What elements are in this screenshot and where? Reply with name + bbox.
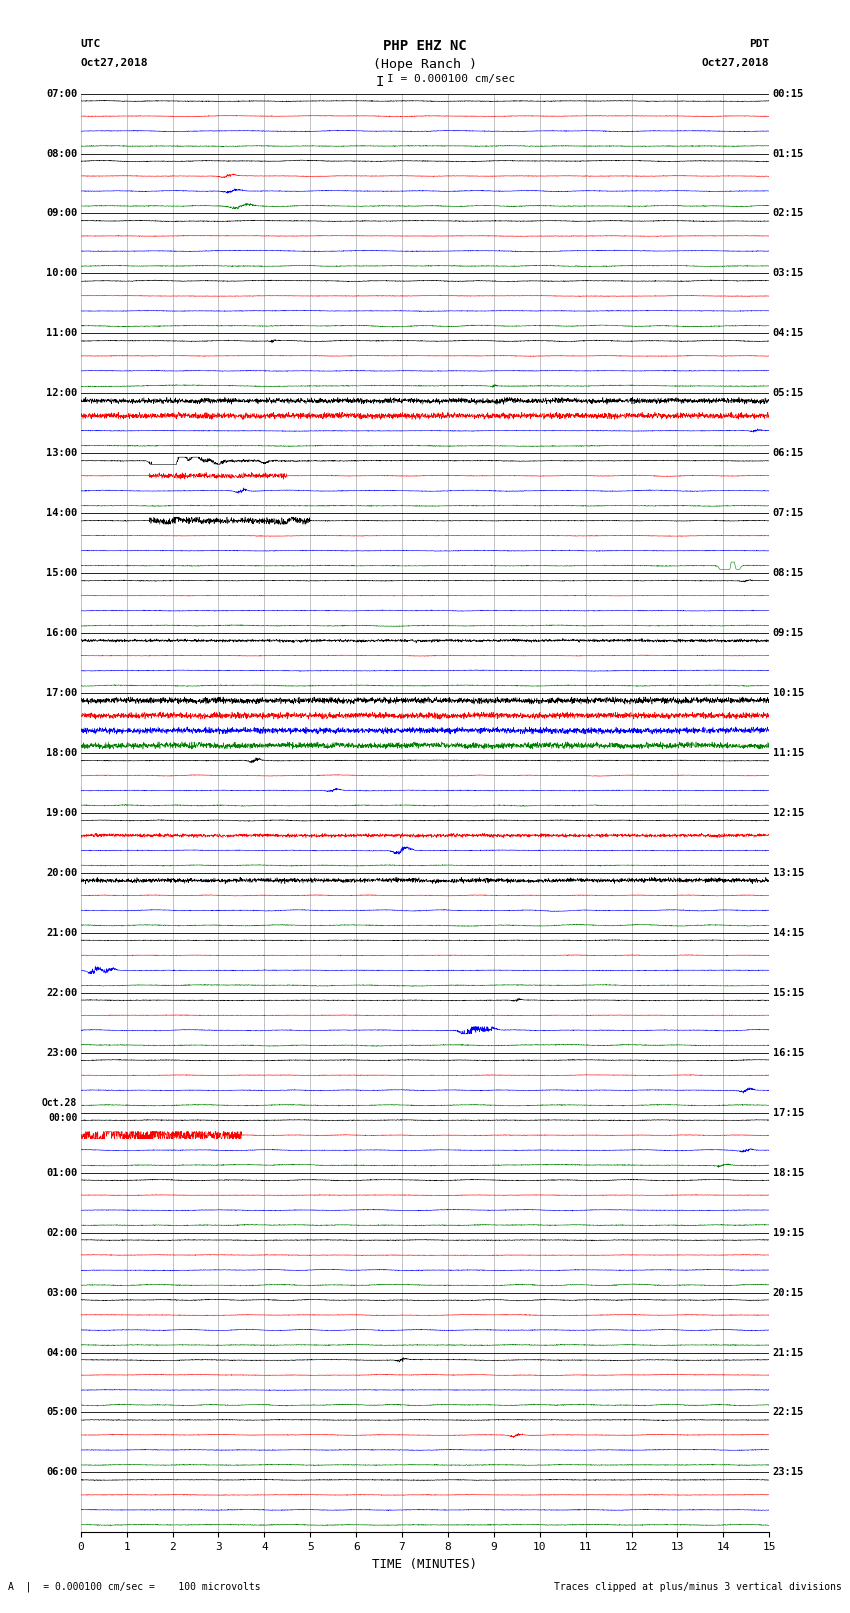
Text: 07:15: 07:15 bbox=[773, 508, 804, 518]
Text: 22:15: 22:15 bbox=[773, 1408, 804, 1418]
Text: Traces clipped at plus/minus 3 vertical divisions: Traces clipped at plus/minus 3 vertical … bbox=[553, 1582, 842, 1592]
Text: 03:15: 03:15 bbox=[773, 268, 804, 279]
Text: A  |  = 0.000100 cm/sec =    100 microvolts: A | = 0.000100 cm/sec = 100 microvolts bbox=[8, 1581, 261, 1592]
Text: 05:00: 05:00 bbox=[46, 1408, 77, 1418]
Text: 11:00: 11:00 bbox=[46, 329, 77, 339]
Text: 13:15: 13:15 bbox=[773, 868, 804, 877]
Text: 19:15: 19:15 bbox=[773, 1227, 804, 1237]
Text: 08:00: 08:00 bbox=[46, 148, 77, 158]
Text: 17:15: 17:15 bbox=[773, 1108, 804, 1118]
Text: 16:00: 16:00 bbox=[46, 627, 77, 639]
Text: 15:15: 15:15 bbox=[773, 987, 804, 998]
Text: PDT: PDT bbox=[749, 39, 769, 48]
Text: 06:00: 06:00 bbox=[46, 1468, 77, 1478]
Text: 10:15: 10:15 bbox=[773, 689, 804, 698]
Text: 14:15: 14:15 bbox=[773, 927, 804, 937]
Text: 13:00: 13:00 bbox=[46, 448, 77, 458]
Text: 18:15: 18:15 bbox=[773, 1168, 804, 1177]
Text: 19:00: 19:00 bbox=[46, 808, 77, 818]
Text: 22:00: 22:00 bbox=[46, 987, 77, 998]
Text: 18:00: 18:00 bbox=[46, 748, 77, 758]
Text: 21:15: 21:15 bbox=[773, 1347, 804, 1358]
Text: 00:15: 00:15 bbox=[773, 89, 804, 98]
Text: 11:15: 11:15 bbox=[773, 748, 804, 758]
Text: 05:15: 05:15 bbox=[773, 389, 804, 398]
Text: 00:00: 00:00 bbox=[48, 1113, 77, 1123]
Text: 09:00: 09:00 bbox=[46, 208, 77, 218]
Text: PHP EHZ NC: PHP EHZ NC bbox=[383, 39, 467, 53]
Text: 10:00: 10:00 bbox=[46, 268, 77, 279]
Text: 06:15: 06:15 bbox=[773, 448, 804, 458]
Text: Oct27,2018: Oct27,2018 bbox=[702, 58, 769, 68]
Text: (Hope Ranch ): (Hope Ranch ) bbox=[373, 58, 477, 71]
Text: 16:15: 16:15 bbox=[773, 1048, 804, 1058]
Text: 20:15: 20:15 bbox=[773, 1287, 804, 1297]
Text: 02:15: 02:15 bbox=[773, 208, 804, 218]
Text: 09:15: 09:15 bbox=[773, 627, 804, 639]
Text: 12:15: 12:15 bbox=[773, 808, 804, 818]
Text: 01:00: 01:00 bbox=[46, 1168, 77, 1177]
Text: 12:00: 12:00 bbox=[46, 389, 77, 398]
Text: 23:15: 23:15 bbox=[773, 1468, 804, 1478]
Text: 04:15: 04:15 bbox=[773, 329, 804, 339]
Text: Oct.28: Oct.28 bbox=[42, 1098, 77, 1108]
Text: I: I bbox=[376, 76, 384, 89]
Text: 23:00: 23:00 bbox=[46, 1048, 77, 1058]
Text: 01:15: 01:15 bbox=[773, 148, 804, 158]
X-axis label: TIME (MINUTES): TIME (MINUTES) bbox=[372, 1558, 478, 1571]
Text: 02:00: 02:00 bbox=[46, 1227, 77, 1237]
Text: Oct27,2018: Oct27,2018 bbox=[81, 58, 148, 68]
Text: 17:00: 17:00 bbox=[46, 689, 77, 698]
Text: I = 0.000100 cm/sec: I = 0.000100 cm/sec bbox=[387, 74, 515, 84]
Text: 04:00: 04:00 bbox=[46, 1347, 77, 1358]
Text: 21:00: 21:00 bbox=[46, 927, 77, 937]
Text: 20:00: 20:00 bbox=[46, 868, 77, 877]
Text: 14:00: 14:00 bbox=[46, 508, 77, 518]
Text: 07:00: 07:00 bbox=[46, 89, 77, 98]
Text: 08:15: 08:15 bbox=[773, 568, 804, 577]
Text: UTC: UTC bbox=[81, 39, 101, 48]
Text: 15:00: 15:00 bbox=[46, 568, 77, 577]
Text: 03:00: 03:00 bbox=[46, 1287, 77, 1297]
